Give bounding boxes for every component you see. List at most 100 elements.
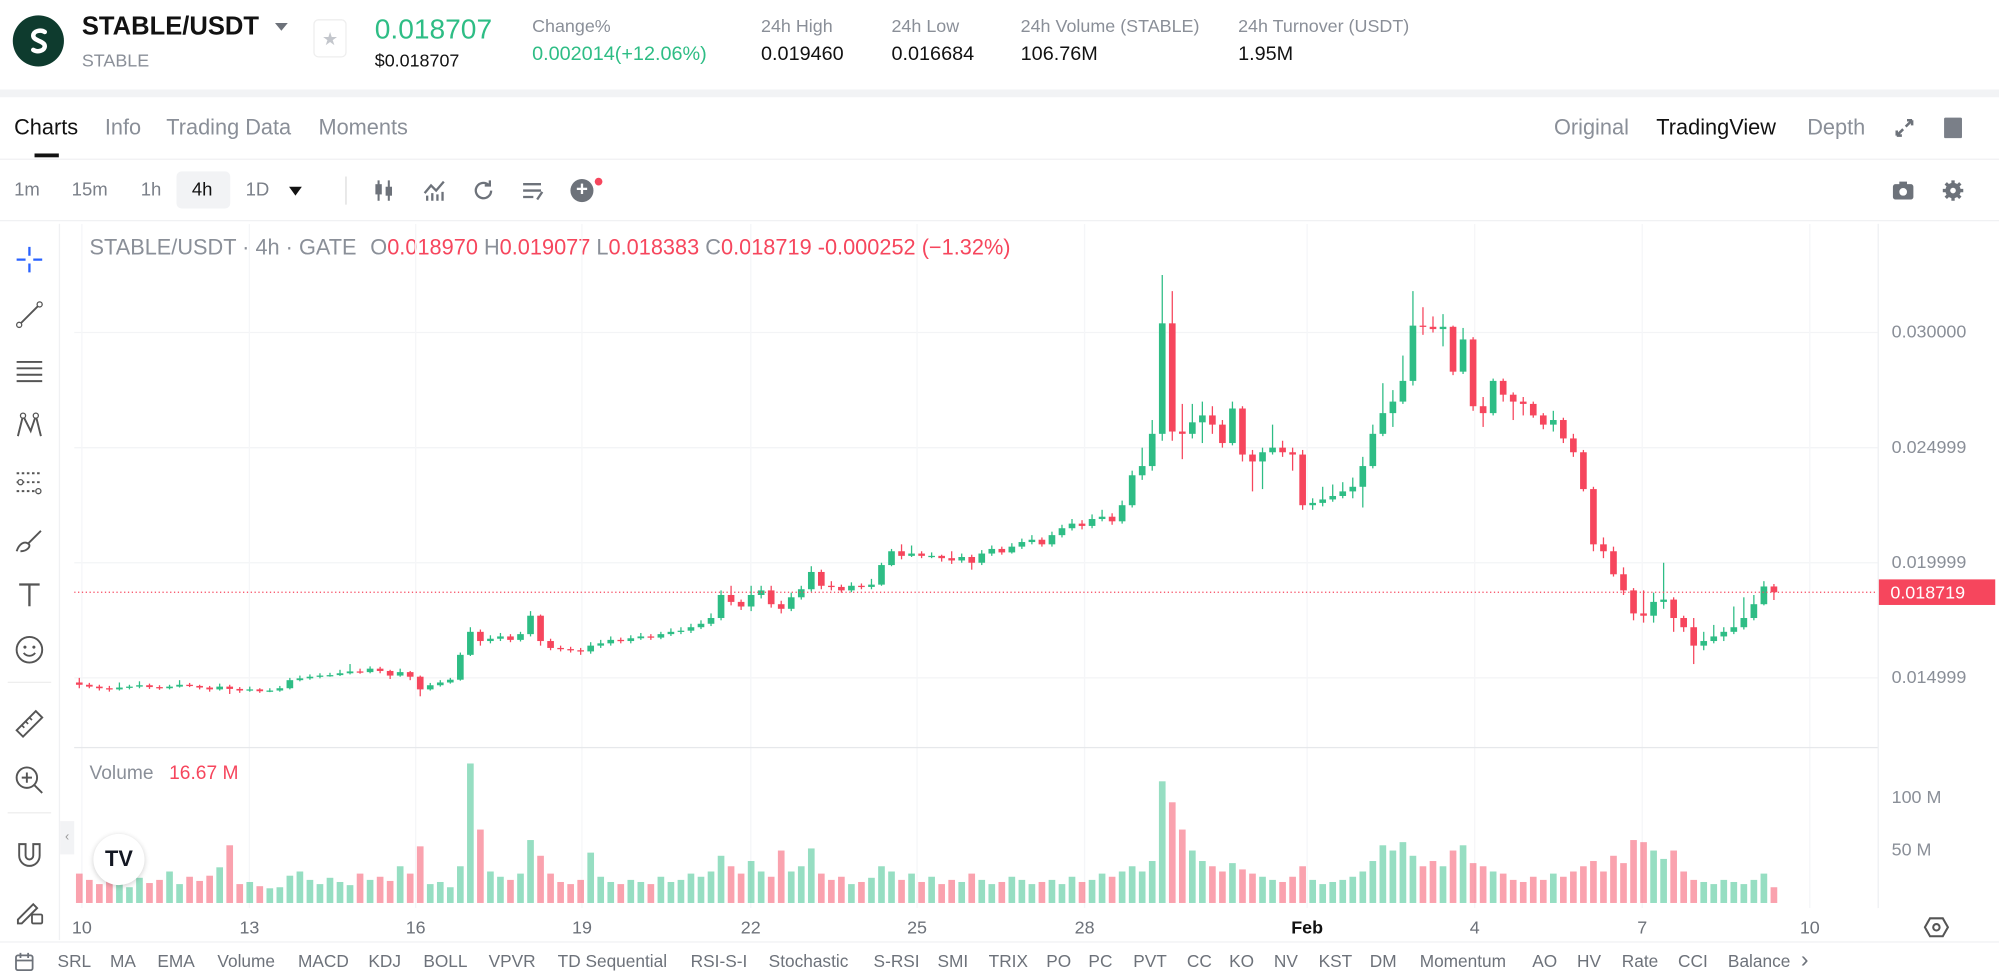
candle-body <box>196 685 203 688</box>
crosshair-icon[interactable] <box>13 243 46 276</box>
tab-charts[interactable]: Charts <box>14 115 79 140</box>
indicator-po[interactable]: PO <box>1046 951 1072 971</box>
candle-body <box>797 589 805 598</box>
volume-bar <box>1519 881 1527 903</box>
timeframe-4h[interactable]: 4h <box>191 180 213 201</box>
volume-bar <box>186 876 193 903</box>
volume-bar <box>1399 842 1407 903</box>
indicator-stochastic[interactable]: Stochastic <box>768 951 849 971</box>
candle-body <box>176 684 183 687</box>
timezone-settings-icon[interactable] <box>1923 916 1950 945</box>
indicator-hv[interactable]: HV <box>1577 951 1602 971</box>
candle-body <box>457 654 464 680</box>
settings-gear-icon[interactable] <box>1942 179 1965 208</box>
indicator-balance[interactable]: Balance <box>1727 951 1791 971</box>
templates-icon[interactable] <box>521 178 547 210</box>
volume-bar <box>807 848 815 903</box>
time-axis[interactable] <box>0 0 1880 1</box>
indicator-momentum[interactable]: Momentum <box>1419 951 1507 971</box>
indicator-rsi-s-i[interactable]: RSI-S-I <box>690 951 748 971</box>
timeframe-1m[interactable]: 1m <box>14 180 40 201</box>
volume-bar <box>1068 876 1076 903</box>
indicator-rate[interactable]: Rate <box>1621 951 1659 971</box>
indicator-kst[interactable]: KST <box>1318 951 1353 971</box>
indicator-pc[interactable]: PC <box>1088 951 1113 971</box>
volume-bar <box>1660 858 1667 903</box>
indicator-kdj[interactable]: KDJ <box>368 951 401 971</box>
indicator-volume[interactable]: Volume <box>217 951 276 971</box>
candle-body <box>366 668 374 673</box>
candle-body <box>497 636 504 639</box>
pair-title[interactable]: STABLE/USDT <box>81 12 260 41</box>
timeframe-1d[interactable]: 1D <box>245 180 270 201</box>
indicator-cci[interactable]: CCI <box>1678 951 1708 971</box>
candle-body <box>918 553 925 556</box>
timeframe-more-caret-icon[interactable] <box>289 186 302 196</box>
indicator-smi[interactable]: SMI <box>937 951 969 971</box>
indicator-ko[interactable]: KO <box>1229 951 1255 971</box>
projection-icon[interactable] <box>13 466 46 499</box>
timeframe-15m[interactable]: 15m <box>71 180 108 201</box>
volume-bar <box>256 886 264 903</box>
indicator-trix[interactable]: TRIX <box>988 951 1029 971</box>
lock-drawing-icon[interactable] <box>13 894 46 927</box>
volume-bar <box>888 871 895 903</box>
indicators-icon[interactable] <box>422 178 448 210</box>
price-axis[interactable]: 0.030000 0.024999 0.019999 0.014999 0.018719… <box>1878 224 1999 908</box>
brush-icon[interactable] <box>13 523 46 556</box>
screenshot-camera-icon[interactable] <box>1892 179 1915 208</box>
add-plus-icon[interactable]: + <box>570 179 594 203</box>
zoom-in-icon[interactable] <box>13 764 46 797</box>
candle-body <box>1178 431 1186 434</box>
indicator-boll[interactable]: BOLL <box>423 951 468 971</box>
indicator-ema[interactable]: EMA <box>157 951 195 971</box>
candle-body <box>868 584 875 587</box>
indicator-cc[interactable]: CC <box>1186 951 1212 971</box>
fib-lines-icon[interactable] <box>13 354 46 387</box>
pair-dropdown-caret-icon[interactable] <box>274 23 288 31</box>
layout-toggle-icon[interactable] <box>1944 117 1962 139</box>
favorite-star-button[interactable]: ★ <box>313 19 347 58</box>
fullscreen-icon[interactable] <box>1893 116 1916 145</box>
magnet-icon[interactable] <box>13 838 46 871</box>
tab-moments[interactable]: Moments <box>318 115 408 140</box>
candle-body <box>1068 523 1076 529</box>
trend-line-icon[interactable] <box>13 298 46 331</box>
calendar-icon[interactable] <box>14 952 34 978</box>
timeframe-1h[interactable]: 1h <box>140 180 162 201</box>
volume-bar <box>396 866 404 903</box>
indicator-ma[interactable]: MA <box>109 951 136 971</box>
indicator-macd[interactable]: MACD <box>298 951 349 971</box>
view-original[interactable]: Original <box>1553 115 1629 140</box>
indicator-srl[interactable]: SRL <box>57 951 92 971</box>
indicator-ao[interactable]: AO <box>1532 951 1558 971</box>
candle-body <box>968 557 976 563</box>
candle-body <box>577 650 584 652</box>
candlestick-chart[interactable] <box>74 223 1878 909</box>
pattern-icon[interactable] <box>13 409 46 442</box>
candle-type-icon[interactable] <box>371 178 397 210</box>
candle-body <box>1680 618 1688 628</box>
last-price-label: 0.018719 <box>1878 579 1996 606</box>
indicator-td-sequential[interactable]: TD Sequential <box>557 951 668 971</box>
volume-bar <box>116 881 123 903</box>
volume-bar <box>477 829 484 903</box>
indicator-dm[interactable]: DM <box>1369 951 1397 971</box>
tab-info[interactable]: Info <box>104 115 142 140</box>
indicator-vpvr[interactable]: VPVR <box>488 951 536 971</box>
emoji-icon[interactable] <box>13 633 46 666</box>
view-tradingview[interactable]: TradingView <box>1656 115 1776 140</box>
ruler-icon[interactable] <box>13 707 46 740</box>
replay-icon[interactable] <box>471 178 497 210</box>
indicator-pvt[interactable]: PVT <box>1133 951 1167 971</box>
indicator-nv[interactable]: NV <box>1273 951 1298 971</box>
collapse-toolbar-button[interactable]: ‹ <box>60 821 75 855</box>
view-depth[interactable]: Depth <box>1807 115 1866 140</box>
indicator-s-rsi[interactable]: S-RSI <box>873 951 920 971</box>
volume-bar <box>1600 871 1607 903</box>
legend-open: 0.018970 <box>387 235 478 260</box>
volume-bar <box>1479 866 1487 903</box>
text-icon[interactable] <box>13 578 46 611</box>
tab-trading-data[interactable]: Trading Data <box>166 115 292 140</box>
indicators-scroll-right-icon[interactable]: › <box>1800 946 1809 973</box>
